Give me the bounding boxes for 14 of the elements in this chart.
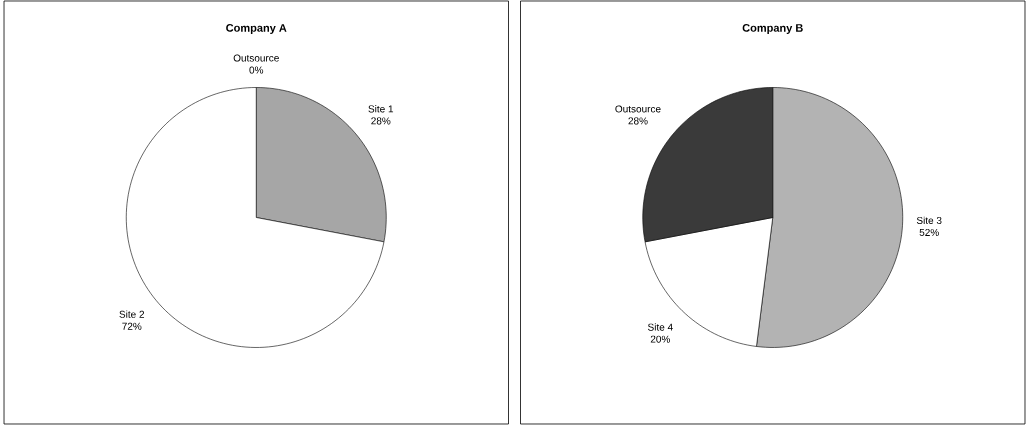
category-label: Outsource bbox=[233, 54, 279, 62]
slice-label: Site 3 bbox=[916, 216, 942, 224]
chart-title: Company A bbox=[226, 24, 287, 34]
data-label: 72% bbox=[122, 322, 142, 330]
slice-label: Outsource bbox=[615, 105, 661, 113]
chart-title: Company B bbox=[742, 24, 803, 34]
slice-label: Site 2 bbox=[119, 310, 145, 318]
slice-label: Site 1 bbox=[368, 105, 394, 113]
data-label: 28% bbox=[628, 117, 648, 125]
data-label: 52% bbox=[919, 228, 939, 236]
data-label: 20% bbox=[650, 335, 670, 343]
slice-label: Site 4 bbox=[648, 323, 673, 331]
data-label: 28% bbox=[371, 117, 391, 125]
text: 0% bbox=[249, 66, 264, 74]
